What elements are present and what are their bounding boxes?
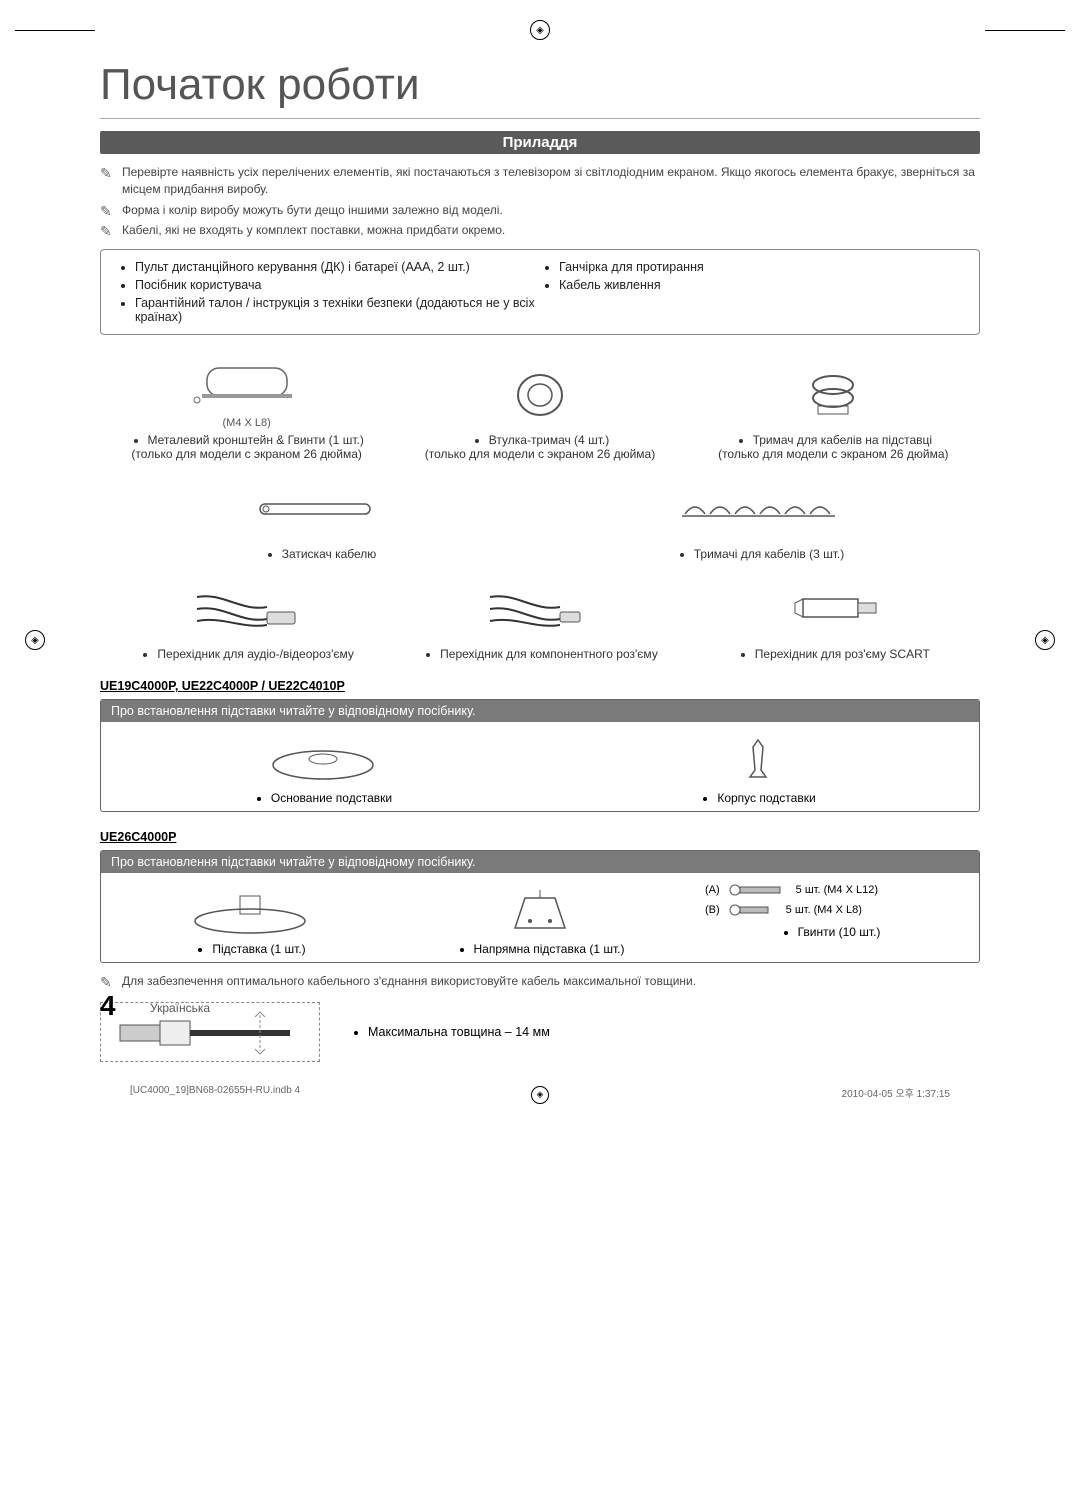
caption: Перехідник для аудіо-/відеороз'єму <box>157 647 354 661</box>
stand-base-image <box>105 732 540 787</box>
caption: Тримачі для кабелів (3 шт.) <box>694 547 845 561</box>
list-item: Ганчірка для протирання <box>559 260 963 274</box>
av-adapter-image <box>100 579 393 639</box>
list-item: Посібник користувача <box>135 278 539 292</box>
caption: Перехідник для роз'єму SCART <box>755 647 930 661</box>
note-text: Кабелі, які не входять у комплект постав… <box>122 222 980 239</box>
caption: Гвинти (10 шт.) <box>798 925 881 939</box>
caption: Основание подставки <box>271 791 392 805</box>
caption: Корпус подставки <box>717 791 815 805</box>
caption: Напрямна підставка (1 шт.) <box>474 942 625 956</box>
stand-table: Про встановлення підставки читайте у від… <box>100 699 980 812</box>
stand-body-image <box>540 732 975 787</box>
list-item: Гарантійний талон / інструкція з техніки… <box>135 296 539 324</box>
sub-caption: (только для модели с экраном 26 дюйма) <box>393 447 686 461</box>
model-heading: UE26C4000P <box>100 830 980 844</box>
note-text: Форма і колір виробу можуть бути дещо ін… <box>122 202 980 219</box>
screw-text: 5 шт. (M4 X L12) <box>796 884 878 896</box>
accessory-row: (M4 X L8) <box>100 353 980 429</box>
cable-holders-image <box>540 479 980 539</box>
caption: Затискач кабелю <box>282 547 377 561</box>
caption: Втулка-тримач (4 шт.) <box>489 433 609 447</box>
screw-text: 5 шт. (M4 X L8) <box>786 904 862 916</box>
clamp-image <box>100 479 540 539</box>
accessory-row <box>100 579 980 643</box>
table-banner: Про встановлення підставки читайте у від… <box>101 700 979 722</box>
table-banner: Про встановлення підставки читайте у від… <box>101 851 979 873</box>
note-text: Для забезпечення оптимального кабельного… <box>122 973 980 990</box>
sub-caption: (только для модели с экраном 26 дюйма) <box>100 447 393 461</box>
accessory-row <box>100 479 980 543</box>
page-title: Початок роботи <box>100 60 980 119</box>
included-items-box: Пульт дистанційного керування (ДК) і бат… <box>100 249 980 335</box>
caption: Підставка (1 шт.) <box>212 942 305 956</box>
stand-table: Про встановлення підставки читайте у від… <box>100 850 980 963</box>
caption: Перехідник для компонентного роз'єму <box>440 647 658 661</box>
caption-row: Затискач кабелю Тримачі для кабелів (3 ш… <box>100 547 980 561</box>
screw-tag: (B) <box>705 904 720 916</box>
cable-label: Максимальна товщина – 14 мм <box>368 1025 550 1039</box>
list-item: Пульт дистанційного керування (ДК) і бат… <box>135 260 539 274</box>
section-header: Приладдя <box>100 131 980 154</box>
list-item: Кабель живлення <box>559 278 963 292</box>
screws-list: (A) 5 шт. (M4 X L12) (B) 5 шт. (M4 X L8) <box>685 883 975 917</box>
footer-left: [UC4000_19]BN68-02655H-RU.indb 4 <box>130 1085 300 1100</box>
cable-diagram-row: Максимальна товщина – 14 мм <box>100 1002 980 1062</box>
holder-image <box>687 365 980 425</box>
bracket-image <box>100 353 393 413</box>
language-label: Українська <box>150 1001 210 1015</box>
guide-stand-image <box>395 883 685 938</box>
model-heading: UE19C4000P, UE22C4000P / UE22C4010P <box>100 679 980 693</box>
caption: Тримач для кабелів на підставці <box>753 433 932 447</box>
crop-mark-bottom <box>531 1086 549 1104</box>
caption-row: Перехідник для аудіо-/відеороз'єму Перех… <box>100 647 980 661</box>
footer-right: 2010-04-05 오후 1:37:15 <box>842 1085 950 1100</box>
scart-adapter-image <box>687 579 980 639</box>
component-adapter-image <box>393 579 686 639</box>
ring-image <box>393 365 686 425</box>
caption-row: Металевий кронштейн & Гвинти (1 шт.)(тол… <box>100 433 980 461</box>
caption: Металевий кронштейн & Гвинти (1 шт.) <box>148 433 364 447</box>
note-text: Перевірте наявність усіх перелічених еле… <box>122 164 980 198</box>
screw-tag: (A) <box>705 884 720 896</box>
label: (M4 X L8) <box>100 417 393 429</box>
page-number: 4 <box>100 990 116 1022</box>
stand-image <box>105 883 395 938</box>
sub-caption: (только для модели с экраном 26 дюйма) <box>687 447 980 461</box>
